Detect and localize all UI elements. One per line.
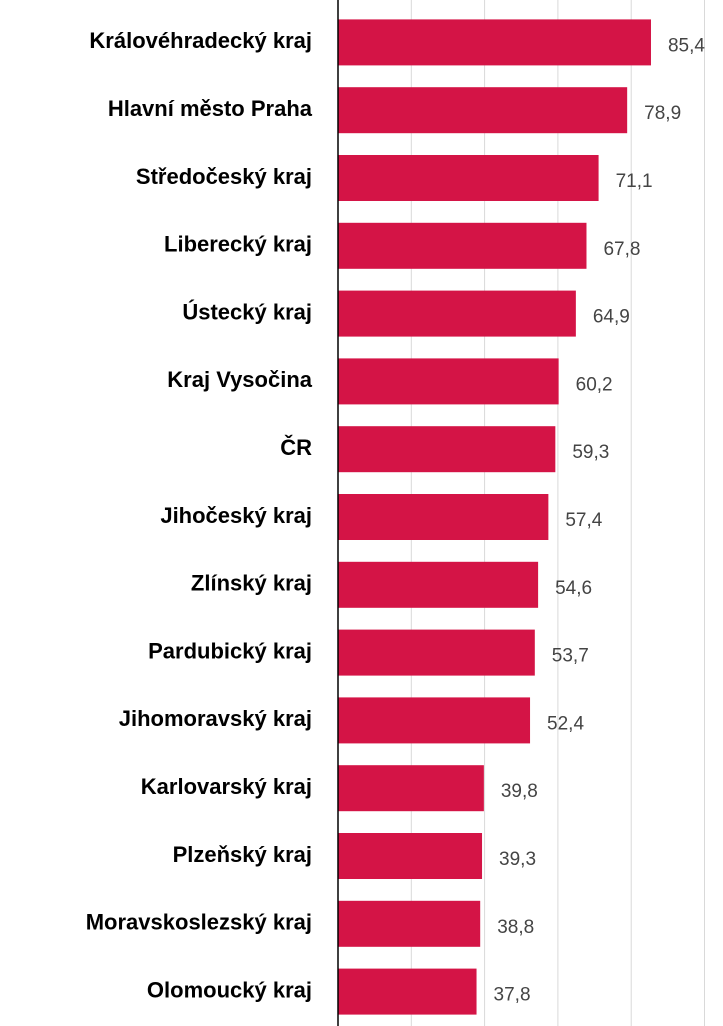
category-label: Karlovarský kraj xyxy=(141,774,312,799)
bar xyxy=(338,494,549,540)
value-label: 67,8 xyxy=(603,239,640,260)
category-label: Ústecký kraj xyxy=(182,299,312,324)
category-label: ČR xyxy=(280,435,312,460)
bar xyxy=(338,222,587,269)
value-label: 71,1 xyxy=(616,171,653,192)
value-label: 64,9 xyxy=(593,307,630,328)
category-label: Hlavní město Praha xyxy=(108,96,313,121)
value-label: 53,7 xyxy=(552,646,589,667)
category-label: Moravskoslezský kraj xyxy=(86,910,312,935)
category-label: Pardubický kraj xyxy=(148,638,312,663)
value-label: 59,3 xyxy=(572,442,609,463)
bar xyxy=(338,833,483,879)
category-label: Královéhradecký kraj xyxy=(89,28,312,53)
bar xyxy=(338,968,477,1015)
category-label: Středočeský kraj xyxy=(136,164,312,189)
value-label: 57,4 xyxy=(565,510,602,531)
category-label: Zlínský kraj xyxy=(191,571,312,596)
bar xyxy=(338,290,576,337)
bar xyxy=(338,629,535,676)
category-label: Jihočeský kraj xyxy=(160,503,312,528)
bar xyxy=(338,358,559,405)
value-label: 37,8 xyxy=(494,985,531,1006)
category-label: Plzeňský kraj xyxy=(173,842,312,867)
value-label: 52,4 xyxy=(547,713,584,734)
bar xyxy=(338,765,484,812)
category-label: Liberecký kraj xyxy=(164,232,312,257)
category-label: Jihomoravský kraj xyxy=(119,706,312,731)
bar xyxy=(338,19,651,66)
bar xyxy=(338,155,599,201)
value-label: 39,8 xyxy=(501,781,538,802)
category-label: Olomoucký kraj xyxy=(147,977,312,1002)
value-label: 60,2 xyxy=(576,374,613,395)
bar xyxy=(338,561,539,608)
value-label: 78,9 xyxy=(644,103,681,124)
category-label: Kraj Vysočina xyxy=(167,367,312,392)
bar xyxy=(338,697,531,744)
value-label: 54,6 xyxy=(555,578,592,599)
bar xyxy=(338,426,556,473)
value-label: 38,8 xyxy=(497,917,534,938)
bar xyxy=(338,87,628,134)
bar xyxy=(338,900,481,947)
value-label: 85,4 xyxy=(668,35,705,56)
value-label: 39,3 xyxy=(499,849,536,870)
